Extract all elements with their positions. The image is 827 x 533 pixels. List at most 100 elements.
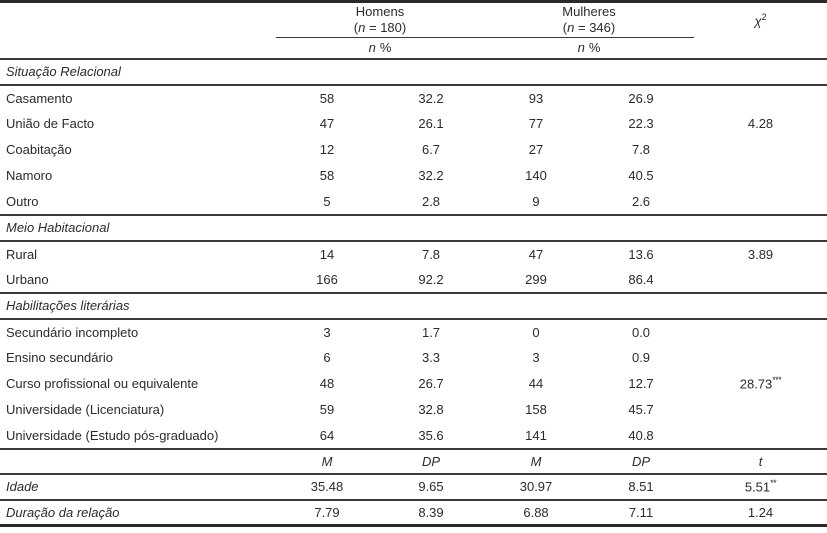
significance-asterisks: *** xyxy=(772,375,782,386)
chi-value-cell xyxy=(694,319,827,345)
value-cell: 40.5 xyxy=(628,168,654,183)
table-row: Universidade (Licenciatura) 59 32.8 158 45.7 xyxy=(0,397,827,423)
stats-table-row: Idade 35.48 9.65 30.97 8.51 5.51** xyxy=(0,474,827,500)
chi-square-column-header: χ2 xyxy=(754,12,767,29)
value-cell: 32.2 xyxy=(418,168,444,183)
value-cell: 166 xyxy=(316,271,338,287)
significance-asterisks: ** xyxy=(770,478,777,489)
value-cell: 14 xyxy=(319,246,335,262)
value-cell: 158 xyxy=(525,402,547,417)
table-row: União de Facto 47 26.1 77 22.3 4.28 xyxy=(0,111,827,137)
value-cell: 47 xyxy=(319,116,335,131)
value-cell: 47 xyxy=(528,246,544,262)
value-cell: 40.8 xyxy=(628,427,654,443)
value-cell: 5 xyxy=(323,193,331,209)
value-cell: 0.9 xyxy=(631,350,651,365)
table-body: Situação Relacional Casamento 58 32.2 93 26.9… xyxy=(0,58,827,526)
value-cell: 26.9 xyxy=(628,90,654,106)
subheader-row: n% n% xyxy=(0,38,827,59)
row-label: Casamento xyxy=(6,90,73,106)
value-cell: 26.7 xyxy=(418,376,444,391)
section-title: Meio Habitacional xyxy=(6,220,110,235)
row-label: Curso profissional ou equivalente xyxy=(6,376,199,391)
value-cell: 7.79 xyxy=(314,504,340,520)
row-label: Secundário incompleto xyxy=(6,324,139,340)
table-row: Universidade (Estudo pós-graduado) 64 35.6… xyxy=(0,423,827,449)
row-label: Rural xyxy=(6,246,38,262)
column-group-homens: Homens (n = 180) xyxy=(276,1,485,38)
value-cell: 2.8 xyxy=(421,193,441,209)
stats-header-cell: DP xyxy=(631,453,651,469)
chi-value-cell xyxy=(694,137,827,163)
value-cell: 48 xyxy=(319,376,335,391)
value-cell: 12.7 xyxy=(628,376,654,391)
value-cell: 77 xyxy=(528,116,544,131)
empty-corner-cell xyxy=(0,2,276,38)
value-cell: 86.4 xyxy=(628,271,654,287)
value-cell: 7.11 xyxy=(628,504,654,520)
value-cell: 2.6 xyxy=(631,193,651,209)
value-cell: 9 xyxy=(532,193,540,209)
stats-header-cell: DP xyxy=(421,453,441,469)
row-label: Universidade (Licenciatura) xyxy=(6,402,165,417)
value-cell: 45.7 xyxy=(628,402,654,417)
table-row: Curso profissional ou equivalente 48 26.7 4… xyxy=(0,371,827,397)
value-cell: 3 xyxy=(323,324,331,340)
value-cell: 6.88 xyxy=(523,504,549,520)
value-cell: 93 xyxy=(528,90,544,106)
value-cell: 8.51 xyxy=(628,479,654,494)
chi-value-cell: 28.73*** xyxy=(739,375,782,392)
value-cell: 7.8 xyxy=(421,246,441,262)
table-row: Namoro 58 32.2 140 40.5 xyxy=(0,163,827,189)
stats-header-row: M DP M DP t xyxy=(0,448,827,474)
value-cell: 27 xyxy=(528,142,544,157)
table-row: Ensino secundário 6 3.3 3 0.9 xyxy=(0,345,827,371)
column-group-mulheres: Mulheres (n = 346) xyxy=(484,1,695,38)
value-cell: 6.7 xyxy=(421,142,441,157)
row-label: Idade xyxy=(6,479,39,494)
value-cell: 6 xyxy=(323,350,331,365)
n-percent-header-mulheres: n% xyxy=(577,40,601,56)
stats-table-row: Duração da relação 7.79 8.39 6.88 7.11 1.24 xyxy=(0,500,827,526)
row-label: Coabitação xyxy=(6,142,72,157)
row-label: Urbano xyxy=(6,271,49,287)
chi-value-cell xyxy=(694,345,827,371)
column-group-header-row: Homens (n = 180) Mulheres (n = 346) χ2 xyxy=(0,1,827,38)
value-cell: 44 xyxy=(528,376,544,391)
value-cell: 299 xyxy=(525,271,547,287)
value-cell: 92.2 xyxy=(418,271,444,287)
value-cell: 9.65 xyxy=(418,479,444,494)
value-cell: 32.8 xyxy=(418,402,444,417)
value-cell: 0 xyxy=(532,324,540,340)
value-cell: 30.97 xyxy=(519,479,553,494)
chi-value-cell xyxy=(694,423,827,449)
group-sample-size: (n = 180) xyxy=(353,20,407,35)
value-cell: 64 xyxy=(319,427,335,443)
value-cell: 13.6 xyxy=(628,246,654,262)
chi-value-cell xyxy=(694,397,827,423)
chi-value-cell xyxy=(694,85,827,111)
value-cell: 0.0 xyxy=(631,324,651,340)
chi-value-cell: 4.28 xyxy=(747,116,774,131)
value-cell: 12 xyxy=(319,142,335,157)
section-header-row: Habilitações literárias xyxy=(0,292,827,319)
empty-cell xyxy=(0,449,276,474)
group-name: Mulheres xyxy=(562,4,616,20)
chi-value-cell: 3.89 xyxy=(747,246,774,262)
test-statistic-cell: 1.24 xyxy=(747,504,774,520)
row-label: União de Facto xyxy=(6,116,95,131)
group-name: Homens xyxy=(355,4,405,20)
stats-header-cell: M xyxy=(321,453,333,469)
row-label: Ensino secundário xyxy=(6,350,113,365)
group-sample-size: (n = 346) xyxy=(562,20,616,35)
table-row: Casamento 58 32.2 93 26.9 xyxy=(0,85,827,111)
table-row: Outro 5 2.8 9 2.6 xyxy=(0,189,827,215)
value-cell: 58 xyxy=(319,90,335,106)
value-cell: 7.8 xyxy=(631,142,651,157)
section-header-row: Meio Habitacional xyxy=(0,214,827,241)
empty-cell xyxy=(0,38,276,59)
row-label: Duração da relação xyxy=(6,504,120,520)
stats-header-cell: t xyxy=(758,453,763,469)
value-cell: 141 xyxy=(525,427,547,443)
table-row: Rural 14 7.8 47 13.6 3.89 xyxy=(0,241,827,267)
